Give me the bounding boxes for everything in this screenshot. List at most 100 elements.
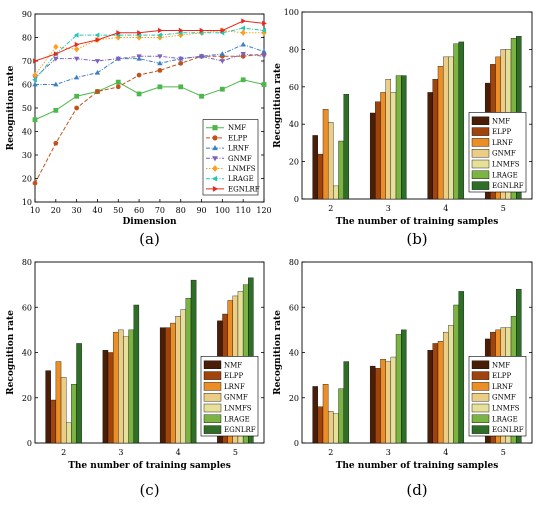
data-point [212, 135, 218, 141]
data-point [261, 54, 267, 60]
x-tick-label: 4 [443, 448, 448, 457]
x-tick-label: 2 [328, 448, 333, 457]
legend-entry: LNMFS [492, 161, 520, 169]
legend-entry: ELPP [224, 372, 243, 380]
data-point [240, 77, 246, 83]
y-tick-label: 60 [289, 83, 299, 92]
legend-swatch [471, 148, 490, 158]
data-point [240, 41, 246, 47]
bar [442, 56, 449, 200]
data-point [73, 32, 79, 38]
bar [453, 304, 459, 444]
legend-swatch [203, 425, 222, 434]
y-tick-label: 20 [22, 394, 32, 403]
legend-entry: LRNF [224, 383, 245, 391]
data-point [178, 27, 184, 34]
data-point [136, 54, 142, 60]
data-point [157, 68, 163, 73]
bar [312, 386, 318, 444]
data-point [157, 27, 163, 34]
data-point [53, 56, 59, 62]
bar [55, 361, 62, 444]
data-point [73, 46, 80, 53]
legend-entry: LNMFS [228, 165, 256, 173]
data-point [53, 51, 59, 57]
data-point [262, 20, 267, 27]
bar [375, 101, 381, 200]
legend-swatch [471, 360, 490, 369]
y-tick-label: 80 [22, 258, 32, 267]
bar [165, 327, 171, 444]
bar [380, 359, 386, 444]
y-tick-label: 50 [22, 104, 32, 113]
data-point [74, 105, 80, 111]
data-point [220, 27, 226, 34]
y-tick-label: 20 [22, 175, 32, 184]
data-point [115, 84, 121, 90]
data-point [32, 81, 38, 87]
legend-entry: GNMF [492, 394, 516, 402]
y-tick-label: 0 [27, 439, 32, 448]
x-tick-label: 5 [501, 448, 506, 457]
data-point [219, 86, 225, 92]
legend-entry: EGNLRF [224, 426, 256, 434]
legend-swatch [203, 393, 222, 402]
bar [338, 388, 344, 444]
data-point [136, 72, 142, 78]
y-axis-label: Recognition rate [6, 65, 16, 150]
data-point [95, 37, 101, 43]
bar [427, 350, 433, 444]
legend-swatch [203, 403, 222, 413]
bar [107, 352, 114, 444]
series-line [34, 29, 264, 76]
data-point [53, 107, 59, 113]
legend-entry: EGNLRF [492, 426, 524, 434]
legend-swatch [471, 127, 490, 136]
legend-entry: ELPP [228, 134, 247, 142]
y-tick-label: 90 [22, 10, 32, 19]
legend-entry: NMF [224, 361, 242, 369]
series-line [34, 53, 265, 184]
legend-entry: LRAGE [492, 415, 518, 423]
data-point [241, 18, 247, 24]
bar [448, 56, 454, 200]
legend-entry: NMF [492, 117, 510, 125]
bar [385, 79, 392, 200]
data-point [116, 30, 122, 36]
x-tick-label: 3 [118, 448, 123, 457]
y-tick-label: 10 [22, 198, 32, 207]
bar [312, 135, 318, 200]
data-point [157, 60, 163, 66]
bar [190, 279, 197, 444]
bar [401, 329, 407, 444]
panel-label: (b) [406, 230, 427, 248]
data-point [157, 84, 163, 90]
data-point [32, 180, 38, 186]
bar [390, 92, 397, 200]
legend-entry: ELPP [492, 372, 511, 380]
bar [333, 185, 339, 200]
legend-swatch [471, 138, 490, 147]
bar [66, 422, 72, 444]
legend-swatch [471, 159, 490, 169]
y-tick-label: 40 [289, 349, 299, 358]
bar [448, 325, 454, 444]
legend-swatch [471, 371, 490, 380]
bar [45, 370, 51, 444]
legend-entry: GNMF [224, 394, 248, 402]
legend-entry: LRNF [228, 145, 249, 153]
data-point [212, 186, 219, 192]
bar [343, 94, 350, 200]
y-tick-label: 40 [22, 349, 32, 358]
data-point [178, 84, 184, 90]
bar [50, 399, 57, 444]
y-tick-label: 80 [289, 45, 299, 54]
data-point [94, 32, 100, 38]
plot-frame [301, 11, 533, 200]
data-point [94, 59, 101, 64]
legend-entry: LNMFS [224, 405, 252, 413]
panel-label: (a) [139, 230, 160, 248]
data-point [53, 81, 59, 87]
y-tick-label: 60 [289, 303, 299, 312]
bar [180, 309, 187, 444]
